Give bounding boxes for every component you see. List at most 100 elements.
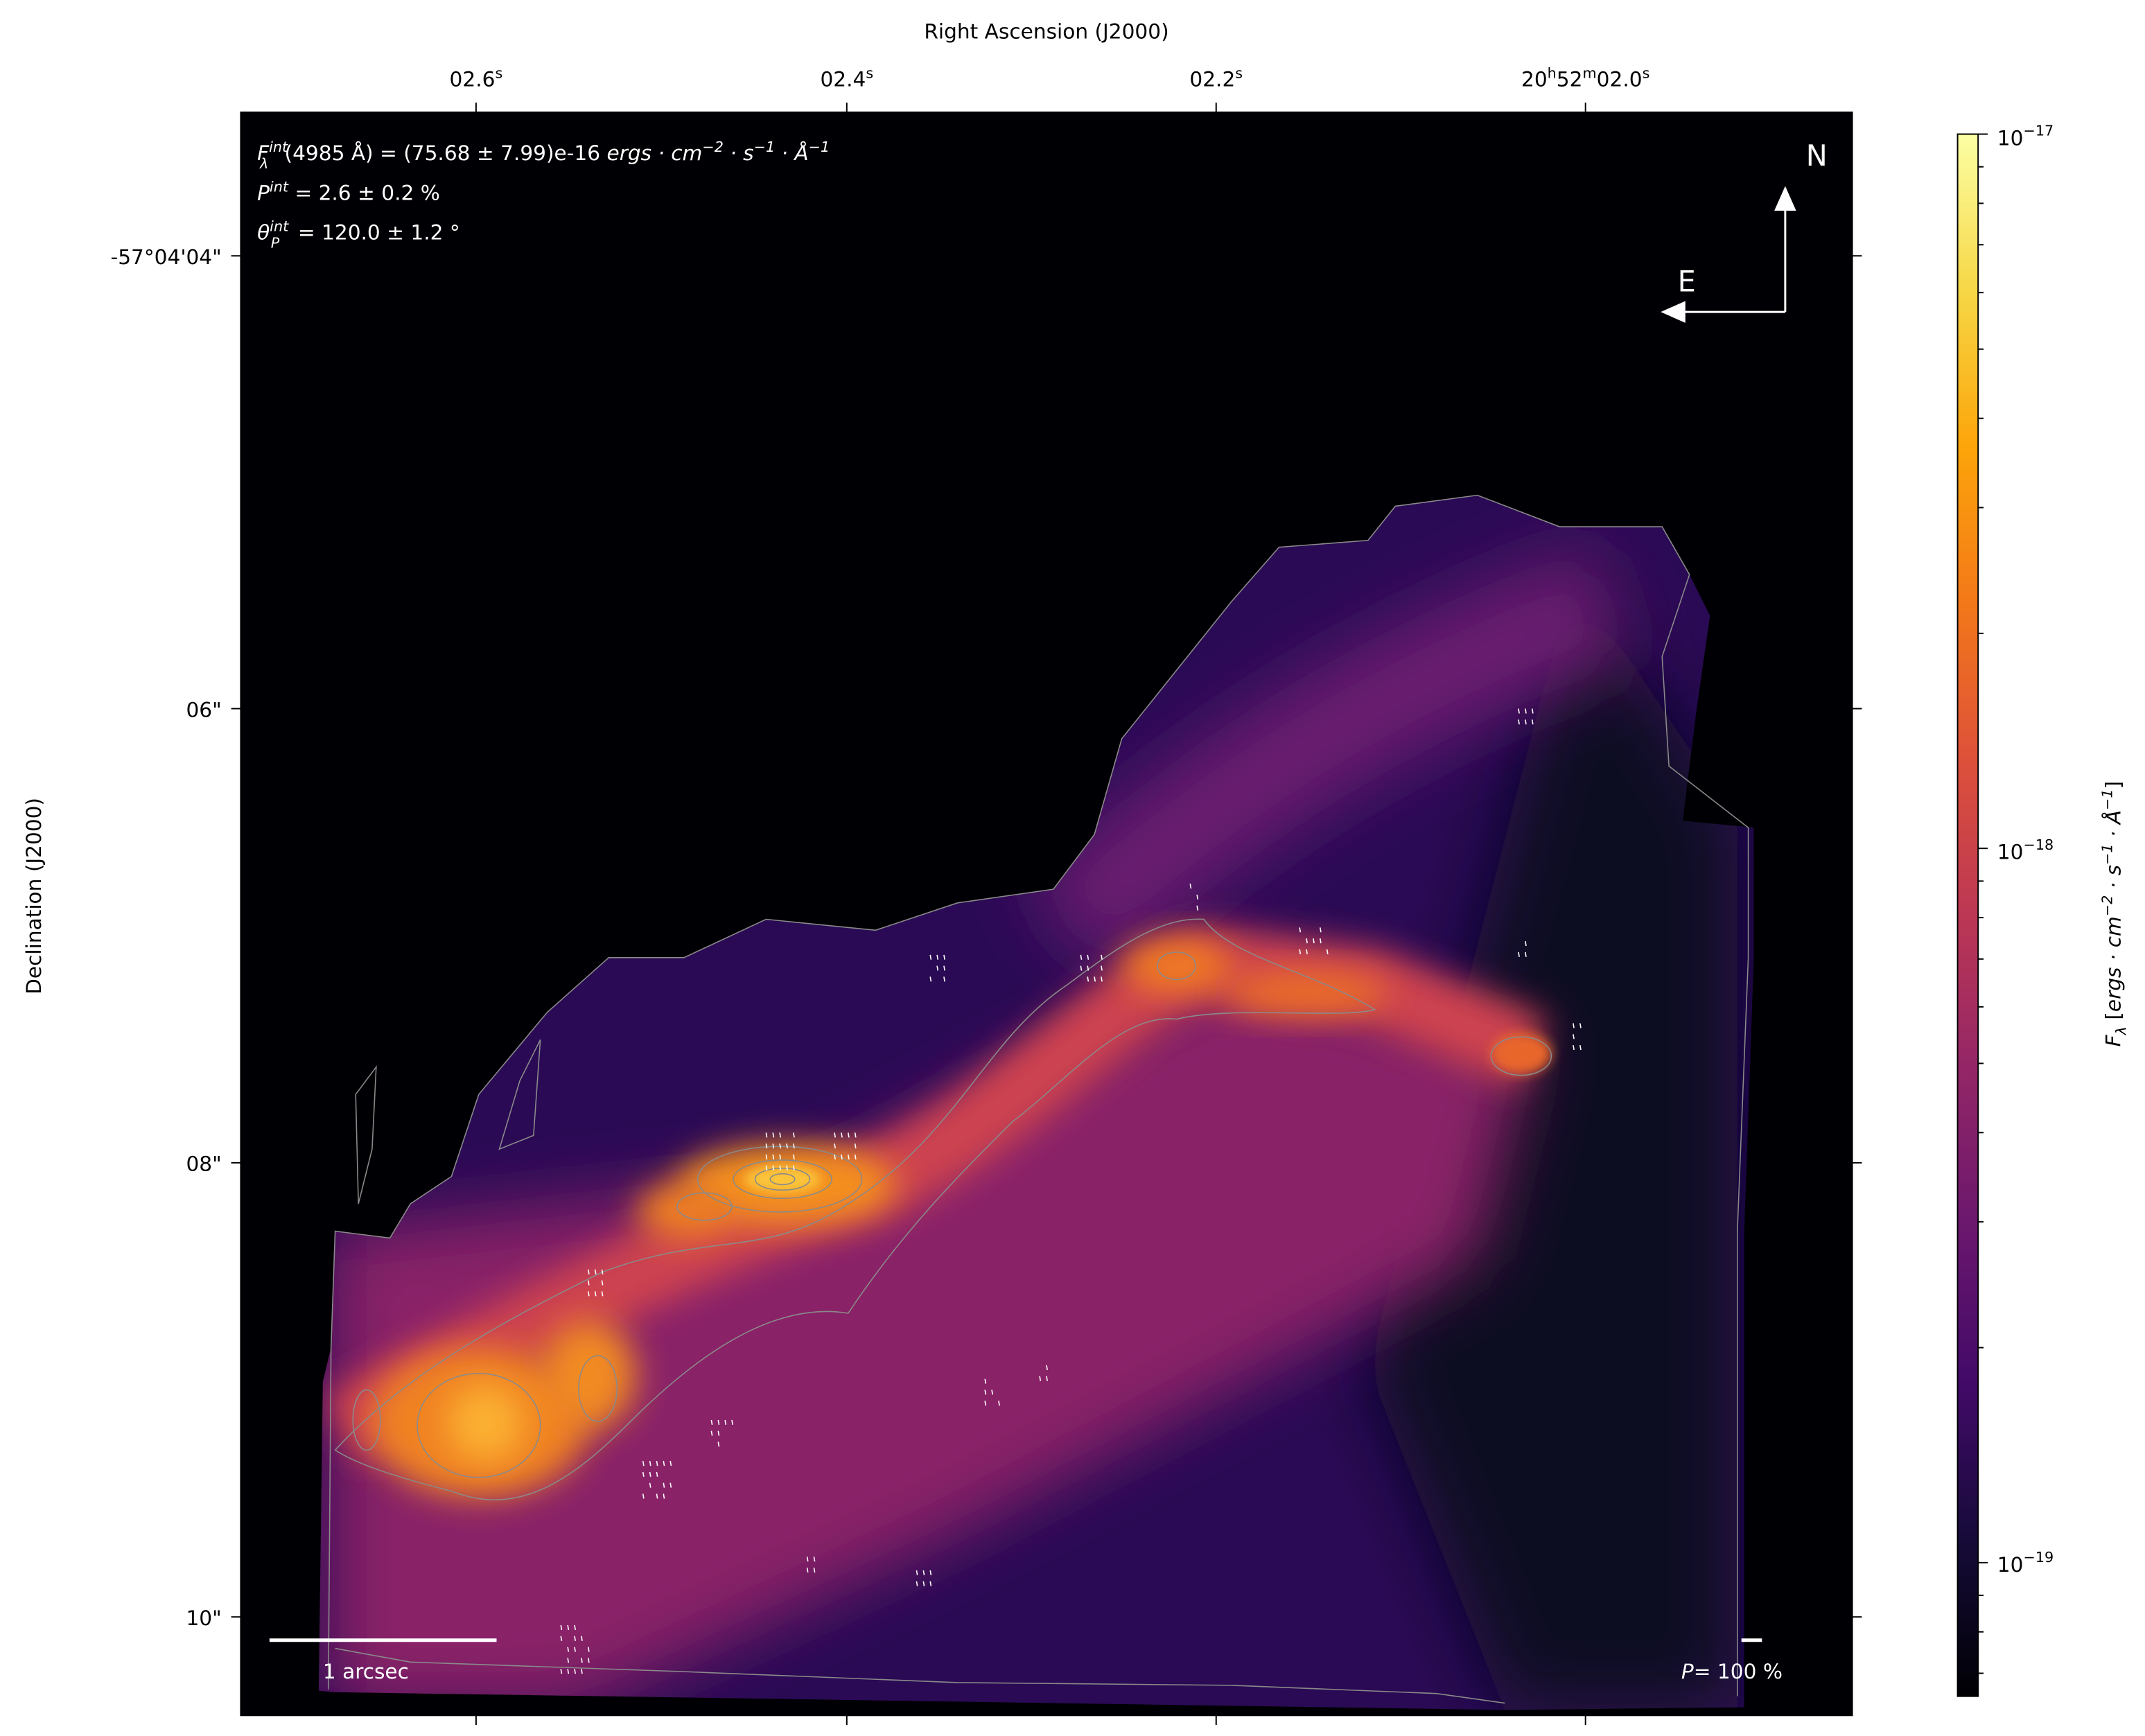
- colorbar-tick-label: 10−18: [1997, 836, 2054, 864]
- polarization-vector: [649, 1471, 651, 1477]
- polarization-vector: [581, 1636, 583, 1641]
- polarization-vector: [656, 1493, 658, 1499]
- polarization-vector: [1101, 976, 1103, 982]
- contour-knot: [352, 1389, 381, 1451]
- polarization-vector: [916, 1581, 918, 1586]
- polarization-vector: [642, 1493, 645, 1499]
- polarization-vector: [663, 1461, 665, 1466]
- polarization-vector: [710, 1419, 713, 1425]
- polarization-vector: [1313, 938, 1315, 944]
- emission-knot: [636, 1183, 733, 1238]
- contour-knot: [1157, 952, 1196, 981]
- polarization-vector: [841, 1154, 843, 1160]
- heatmap-lower-body: [328, 957, 1532, 1710]
- emission-knot: [1491, 1033, 1552, 1074]
- polarization-vector: [594, 1291, 597, 1297]
- polarization-vector: [1531, 719, 1534, 725]
- polarization-vector: [649, 1482, 651, 1488]
- polarization-vector: [731, 1419, 733, 1425]
- polarization-vector: [1531, 708, 1534, 714]
- emission-core: [447, 1384, 524, 1462]
- colorbar-ticks: [1978, 133, 1988, 1674]
- polarization-vector: [765, 1154, 768, 1160]
- polarization-vector: [936, 965, 939, 971]
- polarization-vector: [663, 1493, 665, 1499]
- polarization-vector: [765, 1165, 768, 1171]
- x-ticks: [231, 103, 1862, 1726]
- polarization-vector: [587, 1647, 590, 1652]
- x-tick-label: 02.2s: [1189, 65, 1243, 91]
- polarization-vector: [1080, 965, 1083, 971]
- colorbar-label: Fλ [ergs · cm−2 · s−1 · Å−1]: [2099, 781, 2130, 1046]
- polarization-vector: [642, 1471, 645, 1477]
- contour-island: [498, 1039, 541, 1150]
- x-axis-label: Right Ascension (J2000): [924, 19, 1168, 43]
- contour-knot: [1490, 1036, 1552, 1076]
- polarization-vector: [1299, 949, 1302, 954]
- polarization-vector: [929, 976, 932, 982]
- polarization-vector: [943, 954, 945, 960]
- y-tick-label: 06": [186, 698, 221, 721]
- polarization-vector: [1518, 708, 1520, 714]
- contour-knot: [754, 1167, 811, 1191]
- contour-knot: [733, 1159, 832, 1199]
- polarization-vector: [587, 1291, 590, 1297]
- emission-knot: [1224, 971, 1389, 1015]
- polarization-vector: [1579, 1044, 1582, 1051]
- polarization-vector: [848, 1154, 850, 1160]
- flux-annotation: Fint λ (4985 Å) = (75.68 ± 7.99)e-16 ergs …: [257, 139, 830, 172]
- polarization-vector: [929, 954, 932, 960]
- polarization-vector: [1080, 954, 1083, 960]
- polarization-vector: [1196, 894, 1199, 900]
- polarization-vector: [854, 1132, 857, 1138]
- polarization-vector: [1579, 1023, 1582, 1028]
- polarization-vector: [1573, 1023, 1575, 1028]
- emission-core: [744, 1165, 821, 1193]
- polarization-vector: [1094, 976, 1096, 982]
- polarization-vector: [656, 1461, 658, 1466]
- polarization-vector: [922, 1581, 925, 1586]
- emission-knot: [540, 1319, 636, 1430]
- polarization-vector: [663, 1482, 665, 1488]
- polarization-vector: [1518, 952, 1520, 957]
- polarization-vector: [669, 1461, 672, 1466]
- polarization-vector: [765, 1132, 768, 1138]
- colorbar: [1956, 133, 1979, 1697]
- polarization-vector: [581, 1658, 583, 1663]
- polarization-vector: [854, 1143, 857, 1149]
- polarization-vector: [1196, 905, 1199, 911]
- polarization-vector: [984, 1378, 987, 1384]
- polarization-vector: [834, 1132, 837, 1138]
- y-tick-label: 08": [186, 1152, 221, 1176]
- y-tick-label: 10": [186, 1606, 221, 1630]
- polarization-vector: [929, 1581, 932, 1586]
- colorbar-tick-label: 10−19: [1997, 1549, 2054, 1577]
- polarization-vector: [587, 1658, 590, 1663]
- polarization-scale-label: P= 100 %: [1681, 1660, 1783, 1683]
- polarization-vector: [594, 1269, 597, 1274]
- north-label: N: [1806, 139, 1828, 173]
- x-tick-label: 02.4s: [820, 65, 873, 91]
- contour-knot: [578, 1355, 618, 1422]
- heatmap-upper-arm: [1024, 543, 1635, 976]
- polarization-vector: [916, 1570, 918, 1576]
- polarization-vector: [587, 1269, 590, 1274]
- polarization-vector: [724, 1419, 727, 1425]
- polarization-vector: [656, 1471, 658, 1477]
- east-label: E: [1678, 265, 1696, 299]
- polarization-vector: [1326, 949, 1329, 954]
- polarization-vector: [649, 1461, 651, 1466]
- polarization-vector: [1518, 719, 1520, 725]
- polarization-vector: [1573, 1044, 1575, 1051]
- polarization-vector: [841, 1132, 843, 1138]
- polarization-vector: [581, 1669, 583, 1674]
- polarization-vector: [1525, 719, 1527, 725]
- polarization-vector: [1306, 938, 1308, 944]
- contour-knot: [769, 1173, 796, 1186]
- polarization-vector: [1319, 927, 1322, 933]
- polarization-vector: [936, 954, 939, 960]
- scale-bar-label: 1 arcsec: [323, 1660, 409, 1683]
- polarization-vector: [717, 1430, 720, 1436]
- polarization-vector: [587, 1280, 590, 1286]
